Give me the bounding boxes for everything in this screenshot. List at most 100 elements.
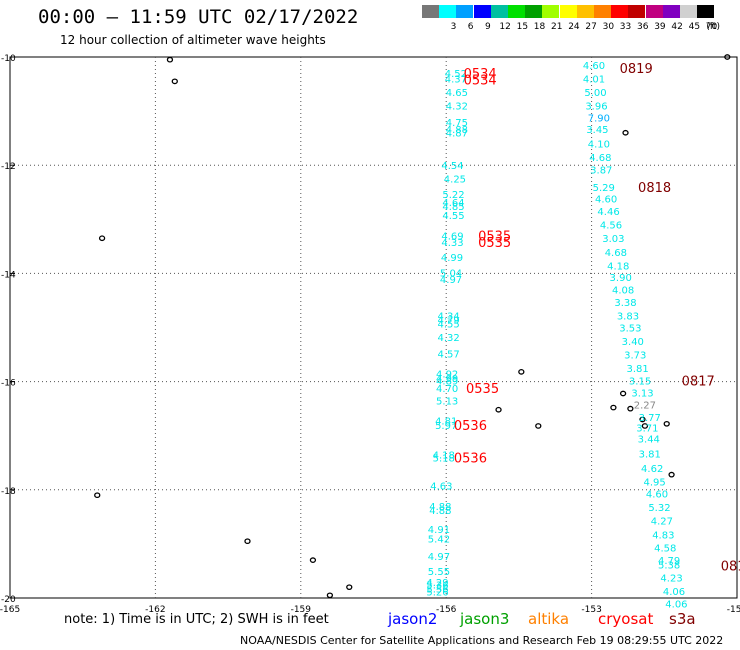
y-tick-label: -12 [1, 162, 16, 172]
wave-height-value: 4.37 [445, 75, 467, 86]
wave-height-value: 3.90 [610, 273, 632, 284]
wave-height-value: 4.46 [597, 207, 619, 218]
wave-height-value: 3.44 [638, 434, 660, 445]
satellite-s3a: s3a [669, 610, 696, 628]
satellite-jason3: jason3 [460, 610, 510, 628]
pass-time-label: 0817 [682, 375, 715, 390]
wave-height-value: 3.53 [619, 324, 641, 335]
wave-height-value: 4.68 [589, 153, 611, 164]
wave-height-value: 4.65 [446, 88, 468, 99]
satellite-altika: altika [528, 610, 570, 628]
y-tick-label: -10 [1, 54, 16, 64]
wave-height-value: 5.56 [426, 584, 448, 595]
wave-height-value: 4.29 [426, 578, 448, 589]
wave-height-value: 4.63 [430, 481, 452, 492]
wave-height-value: 3.96 [585, 102, 607, 113]
wave-height-value: 4.81 [435, 417, 457, 428]
wave-height-value: 4.79 [658, 556, 680, 567]
legend-label: 27 [585, 22, 597, 32]
pass-time-label: 0535 [478, 230, 511, 245]
wave-height-value: 4.87 [446, 129, 468, 140]
wave-height-value: 4.99 [441, 253, 463, 264]
legend-swatch [542, 5, 560, 18]
wave-height-value: 5.18 [433, 453, 455, 464]
wave-height-value: 3.38 [614, 298, 636, 309]
x-tick-label: -165 [0, 605, 20, 615]
legend-label: 70 [705, 22, 718, 32]
wave-height-value: 4.60 [583, 61, 605, 72]
wave-height-value: 3.03 [602, 234, 624, 245]
wave-height-value: 5.97 [435, 421, 457, 432]
island-outline [535, 423, 542, 429]
legend-label: 30 [602, 22, 615, 32]
x-tick-label: -150 [727, 605, 740, 615]
wave-height-value: 4.64 [442, 198, 464, 209]
wave-height-value: 4.62 [641, 464, 663, 475]
legend-label: 6 [467, 22, 474, 32]
wave-height-value: 5.32 [648, 503, 670, 514]
wave-height-value: 4.60 [595, 195, 617, 206]
wave-height-value: 4.25 [444, 175, 466, 186]
wave-height-value: 4.55 [442, 211, 464, 222]
wave-height-value: 3.87 [590, 166, 612, 177]
island-outline [518, 369, 525, 375]
legend-label: 12 [499, 22, 511, 32]
pass-time-label: 0819 [620, 62, 653, 77]
wave-height-value: 4.99 [436, 374, 458, 385]
legend-label: 45 [688, 22, 701, 32]
wave-height-value: 5.13 [436, 397, 458, 408]
wave-height-value: 5.00 [584, 88, 606, 99]
wave-height-value: 5.26 [426, 588, 448, 599]
legend-label: 33 [619, 22, 632, 32]
wave-height-value: 4.85 [442, 202, 464, 213]
pass-time-label: 0534 [464, 74, 497, 89]
wave-height-value: 4.83 [652, 531, 674, 542]
wave-height-value: 5.22 [442, 190, 464, 201]
wave-height-value: 4.88 [446, 125, 468, 136]
wave-height-value: 4.34 [437, 312, 459, 323]
wave-height-value: 4.58 [654, 544, 676, 555]
legend-label: 18 [533, 22, 546, 32]
pass-time-label: 081 [721, 560, 740, 575]
legend-label: 3 [450, 22, 457, 32]
wave-height-value: 4.18 [433, 451, 455, 462]
wave-height-value: 4.27 [651, 517, 673, 528]
wave-height-value: 4.23 [660, 573, 682, 584]
wave-height-value: 5.42 [428, 534, 450, 545]
wave-height-value: 3.77 [639, 413, 661, 424]
wave-height-value: 4.57 [437, 349, 459, 360]
island-outline [166, 56, 174, 63]
island-outline [663, 420, 670, 427]
wave-height-value: 4.60 [646, 490, 668, 501]
wave-height-value: 5.38 [658, 560, 680, 571]
wave-height-value: 4.01 [583, 75, 605, 86]
wave-height-value: 4.18 [607, 261, 629, 272]
island-outline [326, 592, 334, 599]
x-tick-label: -153 [581, 605, 601, 615]
wave-height-value: 4.06 [663, 587, 685, 598]
satellite-jason2: jason2 [388, 610, 438, 628]
island-outline [724, 54, 731, 60]
wave-height-value: 4.92 [436, 369, 458, 380]
x-tick-label: -156 [436, 605, 457, 615]
wave-height-value: 3.81 [639, 450, 661, 461]
wave-height-value: 4.32 [446, 102, 468, 113]
pass-time-label: 0536 [454, 451, 487, 466]
wave-height-value: 4.52 [445, 69, 467, 80]
legend-label: 36 [637, 22, 649, 32]
x-tick-label: -162 [145, 605, 165, 615]
wave-height-value: 3.40 [622, 337, 644, 348]
pass-time-label: 0535 [478, 236, 511, 251]
wave-height-value: 4.56 [600, 221, 622, 232]
legend-label: 24 [568, 22, 580, 32]
footnote: note: 1) Time is in UTC; 2) SWH is in fe… [64, 612, 329, 627]
wave-height-value: 4.97 [440, 275, 462, 286]
x-tick-label: -159 [291, 605, 312, 615]
legend-label: 42 [671, 22, 683, 32]
wave-height-value: 4.32 [437, 333, 459, 344]
legend-label: 21 [551, 22, 563, 32]
legend-swatch [662, 5, 680, 18]
island-outline [639, 416, 646, 423]
wave-height-value: 4.95 [643, 478, 665, 489]
